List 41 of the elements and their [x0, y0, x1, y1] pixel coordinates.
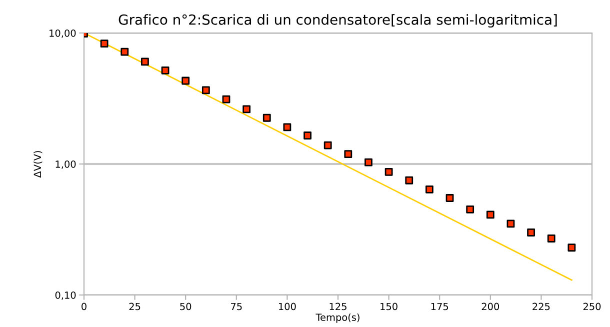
point [446, 194, 454, 202]
x-tick-label: 225 [532, 302, 550, 310]
point [466, 205, 474, 214]
point [222, 95, 230, 104]
x-tick-label: 250 [583, 302, 601, 310]
point [568, 244, 576, 252]
x-tick-label: 25 [129, 302, 140, 310]
point [344, 150, 352, 158]
y-tick-label: 10,00 [50, 29, 76, 38]
point [527, 228, 535, 236]
x-tick-label: 100 [278, 302, 296, 310]
x-tick-label: 175 [431, 302, 448, 310]
x-axis-title: Tempo(s) [316, 313, 360, 323]
x-tick-label: 50 [180, 302, 192, 310]
point [141, 58, 149, 66]
point [506, 220, 515, 228]
point [182, 76, 190, 85]
point [405, 176, 414, 184]
x-tick-label: 150 [380, 302, 398, 310]
point [262, 114, 271, 122]
point [120, 48, 129, 56]
point [384, 168, 393, 176]
point [161, 66, 170, 74]
x-tick-label: 0 [82, 302, 86, 310]
point [100, 40, 108, 48]
point [242, 105, 251, 114]
point [425, 185, 434, 194]
point [202, 86, 210, 94]
y-tick-label: 1,00 [56, 160, 76, 169]
point [324, 141, 332, 150]
y-axis-title: ΔV(V) [34, 151, 42, 178]
point [283, 123, 292, 132]
point [304, 132, 312, 140]
chart-title: Grafico n°2:Scarica di un condensatore[scala semi-logaritmica] [118, 14, 557, 28]
point [486, 210, 494, 219]
x-tick-label: 125 [330, 302, 346, 310]
point [547, 234, 556, 242]
point [364, 158, 372, 166]
x-tick-label: 75 [231, 302, 242, 310]
x-tick-label: 200 [482, 302, 500, 310]
y-tick-label: 0,10 [55, 291, 76, 300]
